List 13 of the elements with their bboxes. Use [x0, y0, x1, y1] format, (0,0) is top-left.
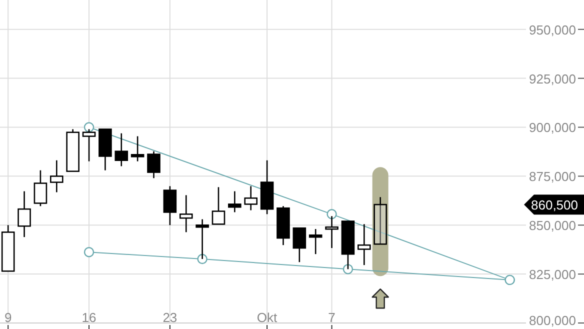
y-tick-label: 800,000 — [529, 313, 576, 328]
y-tick-label: 950,000 — [529, 22, 576, 38]
y-tick-label: 825,000 — [529, 267, 576, 282]
x-tick-label: Okt — [256, 310, 278, 325]
x-tick-label: 23 — [162, 310, 178, 325]
y-tick-label: 850,000 — [529, 218, 576, 234]
y-tick-label: 925,000 — [529, 71, 576, 86]
x-tick-label: 16 — [82, 310, 96, 325]
x-tick-label: 9 — [4, 310, 12, 325]
x-tick-label: 7 — [328, 310, 336, 325]
y-tick-label: 900,000 — [529, 120, 576, 136]
y-tick-label: 875,000 — [529, 169, 576, 184]
text: 860,500 — [531, 198, 578, 213]
